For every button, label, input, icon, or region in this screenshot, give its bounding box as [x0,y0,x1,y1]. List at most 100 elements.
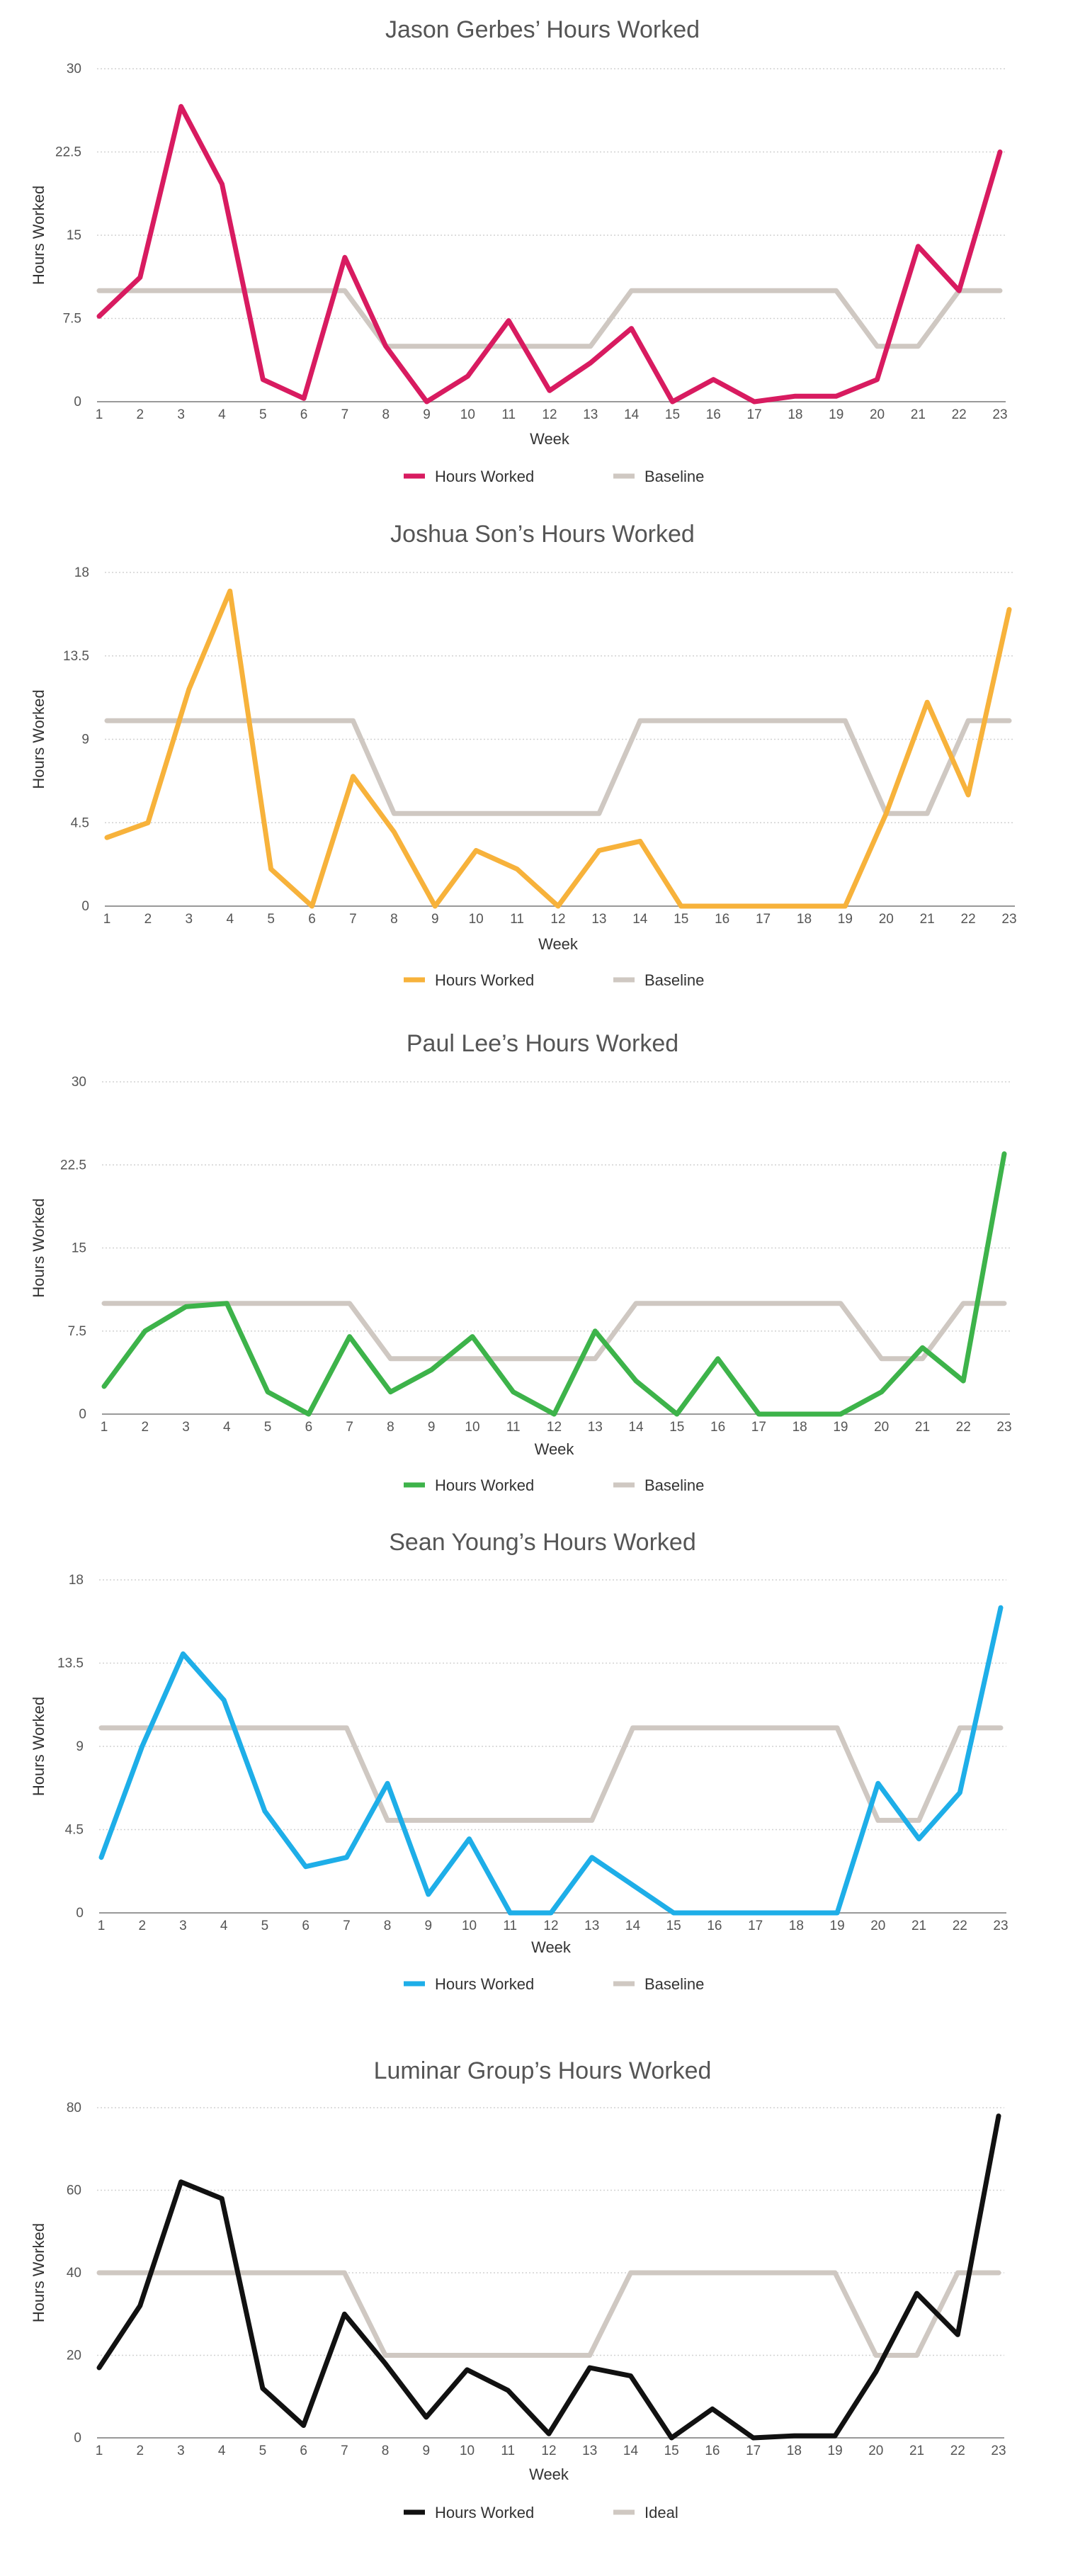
x-tick-label: 17 [748,1919,763,1933]
x-tick-label: 22 [956,1420,971,1435]
x-tick-label: 2 [136,2444,144,2458]
x-axis-label: Week [529,2465,569,2483]
x-tick-label: 21 [909,2444,924,2458]
x-tick-label: 12 [550,912,565,927]
x-tick-label: 22 [952,407,967,422]
series-line [98,1605,1004,1916]
x-tick-label: 23 [993,1919,1008,1933]
chart-panel: Paul Lee’s Hours Worked 0 7.5 15 22.5 30 1 2 3 4 5… [0,1020,1085,1516]
x-tick-label: 16 [705,2444,720,2458]
x-tick-label: 13 [583,407,598,422]
x-tick-label: 13 [588,1420,603,1435]
legend-label: Baseline [644,468,704,485]
x-tick-label: 3 [182,1420,190,1435]
x-tick-label: 23 [991,2444,1006,2458]
x-tick-label: 15 [664,2444,679,2458]
x-tick-label: 17 [747,407,762,422]
x-tick-label: 11 [506,1420,521,1435]
x-tick-label: 3 [179,1919,187,1933]
x-tick-label: 10 [460,2444,475,2458]
x-tick-label: 9 [423,2444,431,2458]
x-tick-label: 19 [829,407,843,422]
x-tick-label: 15 [674,912,688,927]
y-tick-label: 30 [72,1075,86,1090]
x-tick-label: 3 [177,407,185,422]
x-tick-label: 20 [870,1919,885,1933]
x-tick-label: 7 [343,1919,351,1933]
y-tick-label: 7.5 [63,312,81,327]
x-tick-label: 9 [423,407,431,422]
chart-title: Jason Gerbes’ Hours Worked [385,16,700,43]
x-tick-label: 14 [623,2444,639,2458]
x-tick-label: 5 [261,1919,269,1933]
y-tick-label: 0 [74,395,81,409]
x-tick-label: 8 [384,1919,392,1933]
x-tick-label: 5 [259,407,267,422]
x-tick-label: 4 [218,2444,226,2458]
x-tick-label: 15 [666,1919,681,1933]
x-tick-label: 11 [501,2444,515,2458]
x-tick-label: 9 [431,912,439,927]
series-line [104,588,1012,909]
x-tick-label: 15 [669,1420,684,1435]
x-tick-label: 6 [308,912,316,927]
x-tick-label: 12 [541,2444,556,2458]
legend-label: Hours Worked [435,2504,534,2521]
y-axis-label: Hours Worked [30,689,47,789]
y-tick-label: 0 [79,1407,86,1422]
x-tick-label: 11 [510,912,524,927]
x-tick-label: 20 [870,407,885,422]
x-tick-label: 7 [349,912,357,927]
x-tick-label: 3 [177,2444,185,2458]
x-tick-label: 5 [259,2444,267,2458]
x-tick-label: 22 [953,1919,967,1933]
x-tick-label: 14 [625,1919,641,1933]
x-tick-label: 23 [996,1420,1011,1435]
chart-panel: Sean Young’s Hours Worked 0 4.5 9 13.5 18 1 2 3 4… [0,1516,1085,2040]
x-tick-label: 13 [591,912,606,927]
x-tick-label: 14 [624,407,640,422]
x-tick-label: 8 [382,407,390,422]
y-tick-label: 22.5 [55,145,81,160]
y-tick-label: 0 [74,2431,81,2446]
x-tick-label: 8 [387,1420,394,1435]
x-tick-label: 19 [828,2444,843,2458]
legend-label: Baseline [644,971,704,989]
x-tick-label: 2 [138,1919,146,1933]
y-tick-label: 60 [67,2184,81,2198]
x-tick-label: 8 [382,2444,390,2458]
x-tick-label: 19 [838,912,853,927]
x-tick-label: 5 [267,912,275,927]
x-tick-label: 3 [186,912,193,927]
legend-label: Baseline [644,1975,704,1993]
x-tick-label: 13 [584,1919,599,1933]
y-tick-label: 18 [74,565,89,580]
x-tick-label: 1 [96,407,103,422]
chart-title: Joshua Son’s Hours Worked [390,521,695,548]
y-tick-label: 80 [67,2101,81,2115]
x-tick-label: 4 [223,1420,231,1435]
x-tick-label: 23 [1001,912,1016,927]
chart-title: Luminar Group’s Hours Worked [374,2057,712,2084]
x-tick-label: 12 [542,407,557,422]
series-line [96,288,1003,349]
legend-label: Baseline [644,1476,704,1494]
y-tick-label: 30 [67,62,81,77]
series-line [101,1151,1007,1417]
x-axis-label: Week [538,935,579,953]
y-tick-label: 15 [67,228,81,243]
y-tick-label: 0 [81,899,89,914]
x-tick-label: 12 [543,1919,558,1933]
x-tick-label: 7 [341,2444,348,2458]
y-axis-label: Hours Worked [30,2223,47,2322]
y-tick-label: 9 [76,1739,84,1754]
x-tick-label: 20 [879,912,894,927]
y-tick-label: 9 [81,733,89,747]
x-tick-label: 12 [547,1420,562,1435]
x-tick-label: 13 [582,2444,597,2458]
x-tick-label: 9 [428,1420,436,1435]
y-tick-label: 0 [76,1906,84,1921]
x-tick-label: 1 [101,1420,108,1435]
series-line [96,2113,1001,2441]
